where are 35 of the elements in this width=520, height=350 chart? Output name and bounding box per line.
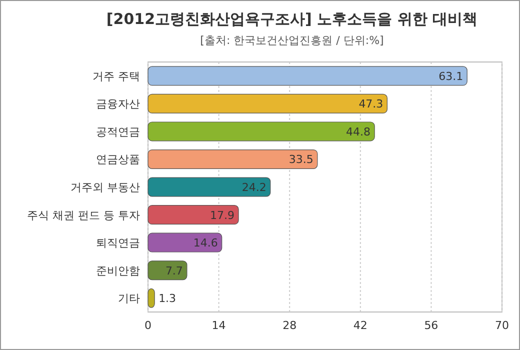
x-tick-label: 56 xyxy=(424,319,438,332)
y-tick-label: 금융자산 xyxy=(96,98,140,111)
x-tick-label: 0 xyxy=(144,319,152,332)
y-tick-label: 주식 채권 펀드 등 투자 xyxy=(27,208,140,222)
x-tick-label: 28 xyxy=(282,319,297,332)
bar xyxy=(148,94,388,114)
bar xyxy=(148,177,271,197)
chart-title: [2012고령친화산업욕구조사] 노후소득을 위한 대비책 xyxy=(106,10,478,28)
x-tick-label: 14 xyxy=(212,319,226,332)
bar xyxy=(148,122,375,142)
y-tick-label: 거주 주택 xyxy=(92,70,140,83)
y-tick-label: 연금상품 xyxy=(96,153,140,166)
data-label: 17.9 xyxy=(210,208,235,222)
x-tick-label: 70 xyxy=(495,319,509,332)
data-label: 7.7 xyxy=(165,264,183,278)
bar xyxy=(148,232,222,252)
chart-subtitle: [출처: 한국보건산업진흥원 / 단위:%] xyxy=(200,34,384,47)
y-tick-label: 기타 xyxy=(118,292,140,306)
data-label: 47.3 xyxy=(358,98,384,111)
bar xyxy=(148,66,468,86)
y-tick-label: 거주외 부동산 xyxy=(70,181,140,194)
y-tick-label: 공적연금 xyxy=(96,125,140,138)
y-tick-label: 퇴직연금 xyxy=(96,236,140,250)
data-label: 24.2 xyxy=(242,181,266,194)
y-tick-label: 준비안함 xyxy=(96,264,140,278)
data-label: 63.1 xyxy=(438,70,464,83)
data-label: 1.3 xyxy=(158,292,176,306)
bar xyxy=(148,205,239,225)
data-label: 44.8 xyxy=(346,125,371,138)
data-label: 33.5 xyxy=(288,153,314,166)
bar xyxy=(148,288,155,308)
data-label: 14.6 xyxy=(193,236,218,250)
bar xyxy=(148,260,188,280)
x-tick-label: 42 xyxy=(353,319,368,332)
bar xyxy=(148,149,318,169)
